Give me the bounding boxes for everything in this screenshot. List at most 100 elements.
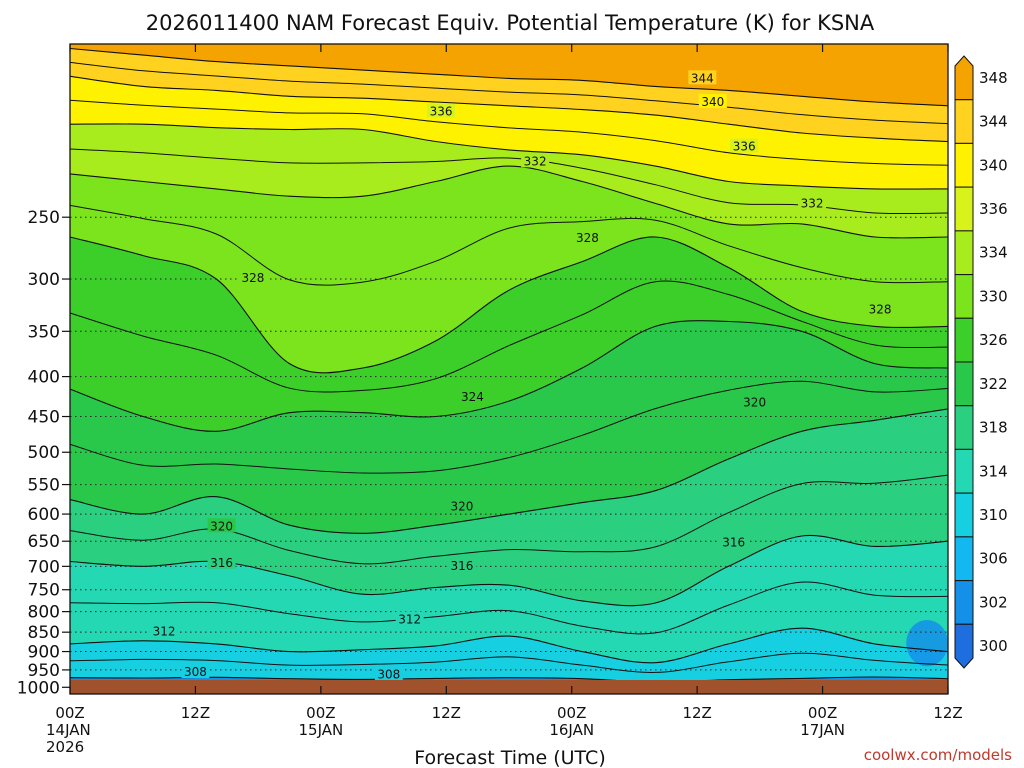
contour-label-328: 328 <box>576 231 599 245</box>
contour-label-bg-14 <box>447 557 476 572</box>
contour-label-328: 328 <box>241 271 264 285</box>
colorbar-label-326: 326 <box>979 331 1008 349</box>
contour-label-bg-12 <box>207 518 236 533</box>
temperature-bands <box>70 44 948 694</box>
contour-label-336: 336 <box>430 104 453 118</box>
y-tick-label-450: 450 <box>28 408 60 428</box>
contour-label-bg-11 <box>447 498 476 513</box>
colorbar-label-348: 348 <box>979 69 1008 87</box>
contour-label-bg-5 <box>798 195 827 210</box>
colorbar-label-302: 302 <box>979 593 1008 611</box>
contour-label-316: 316 <box>210 556 233 570</box>
contour-labels: 344 340 336 336 332 332 328 328 328 324 320 320 320 3… <box>150 70 895 682</box>
contour-label-316: 316 <box>451 559 474 573</box>
isotherm-312 <box>69 627 949 664</box>
colorbar-label-340: 340 <box>979 156 1008 174</box>
x-axis-label: Forecast Time (UTC) <box>414 747 605 768</box>
y-tick-label-400: 400 <box>28 368 60 388</box>
contour-label-bg-0 <box>688 70 717 85</box>
contour-label-320: 320 <box>210 519 233 533</box>
x-tick-label-48-0: 00Z <box>557 704 586 722</box>
contour-label-bg-8 <box>866 301 895 316</box>
contour-label-308: 308 <box>184 665 207 679</box>
y-tick-label-550: 550 <box>28 476 60 496</box>
x-tick-label-24-0: 00Z <box>306 704 335 722</box>
x-tick-label-36-0: 12Z <box>432 704 461 722</box>
chart-title: 2026011400 NAM Forecast Equiv. Potential… <box>146 11 875 35</box>
contour-label-316: 316 <box>722 535 745 549</box>
isotherm-minor-7 <box>69 99 949 166</box>
contour-label-308: 308 <box>377 668 400 682</box>
y-tick-label-350: 350 <box>28 322 60 342</box>
colorbar-label-322: 322 <box>979 375 1008 393</box>
colorbar-segment-330 <box>954 274 974 319</box>
colorbar-label-310: 310 <box>979 506 1008 524</box>
cold-pocket-4 <box>906 619 948 667</box>
colorbar-label-300: 300 <box>979 637 1008 655</box>
colorbar-label-334: 334 <box>979 244 1008 262</box>
contour-label-332: 332 <box>524 154 547 168</box>
isotherm-minor-3 <box>69 380 949 474</box>
isotherm-minor-1 <box>69 581 949 635</box>
y-tick-label-750: 750 <box>28 581 60 601</box>
y-tick-label-500: 500 <box>28 443 60 463</box>
y-tick-label-300: 300 <box>28 270 60 290</box>
isotherm-344 <box>69 47 949 107</box>
y-tick-label-900: 900 <box>28 643 60 663</box>
contour-label-bg-16 <box>395 611 424 626</box>
isotherm-332 <box>69 165 949 239</box>
colorbar-segment-336 <box>954 186 974 232</box>
x-tick-label-0-2: 2026 <box>46 738 84 756</box>
contour-label-bg-9 <box>458 389 487 404</box>
contour-label-bg-7 <box>238 269 267 284</box>
colorbar-segment-348 <box>954 55 974 101</box>
y-tick-label-250: 250 <box>28 208 60 228</box>
isotherm-308 <box>69 676 949 683</box>
contour-label-bg-18 <box>181 664 210 679</box>
colorbar-segment-318 <box>954 405 974 450</box>
contour-label-328: 328 <box>869 302 892 316</box>
colorbar-label-344: 344 <box>979 113 1008 131</box>
y-tick-label-1000: 1000 <box>17 678 60 698</box>
contour-label-bg-10 <box>740 394 769 409</box>
contour-label-336: 336 <box>733 140 756 154</box>
colorbar-label-330: 330 <box>979 287 1008 305</box>
plot-area: 344 340 336 336 332 332 328 328 328 324 320 320 320 3… <box>69 43 949 695</box>
contour-label-bg-2 <box>427 103 456 118</box>
colorbar-segment-300 <box>954 623 974 669</box>
isotherm-328 <box>69 236 949 374</box>
x-tick-label-48-1: 16JAN <box>549 721 594 739</box>
x-tick-label-0-0: 00Z <box>55 704 84 722</box>
x-tick-label-72-0: 00Z <box>808 704 837 722</box>
contour-label-320: 320 <box>451 500 474 514</box>
y-tick-label-650: 650 <box>28 532 60 552</box>
contour-label-324: 324 <box>461 390 484 404</box>
y-tick-label-950: 950 <box>28 661 60 681</box>
colorbar-label-314: 314 <box>979 462 1008 480</box>
contour-label-bg-15 <box>207 554 236 569</box>
x-tick-label-72-1: 17JAN <box>800 721 845 739</box>
isotherm-minor-5 <box>69 204 949 286</box>
colorbar-segment-326 <box>954 317 974 363</box>
isotherm-minor-0 <box>69 652 949 673</box>
credit-text[interactable]: coolwx.com/models <box>864 746 1012 764</box>
contour-label-bg-4 <box>521 153 550 168</box>
contour-label-bg-17 <box>150 623 179 638</box>
colorbar-segment-344 <box>954 99 974 144</box>
x-tick-label-84-0: 12Z <box>933 704 962 722</box>
isotherm-320 <box>69 408 949 534</box>
ground-surface <box>70 680 948 694</box>
colorbar-label-336: 336 <box>979 200 1008 218</box>
x-tick-label-0-1: 14JAN <box>46 721 91 739</box>
isotherm-minor-8 <box>69 61 949 125</box>
isotherm-336 <box>69 123 949 190</box>
plot-frame <box>69 43 949 695</box>
contour-label-bg-13 <box>719 534 748 549</box>
contour-label-bg-19 <box>374 666 403 681</box>
isotherm-minor-4 <box>69 280 949 393</box>
contour-label-344: 344 <box>691 71 714 85</box>
x-tick-label-60-0: 12Z <box>682 704 711 722</box>
y-tick-label-600: 600 <box>28 505 60 525</box>
pressure-grid <box>70 216 948 688</box>
contour-label-312: 312 <box>398 613 421 627</box>
